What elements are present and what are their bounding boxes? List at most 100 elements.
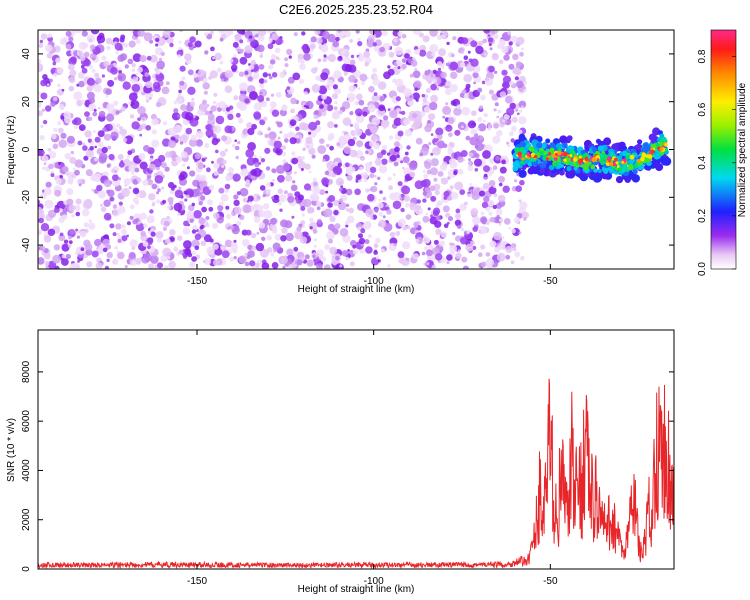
noise-speckle <box>517 112 520 116</box>
signal-trace-point <box>521 150 526 155</box>
noise-speckle <box>365 246 373 254</box>
noise-speckle <box>474 218 480 224</box>
noise-speckle <box>514 251 521 258</box>
noise-speckle <box>380 248 385 253</box>
signal-trace-point <box>660 157 670 166</box>
noise-speckle <box>309 43 316 50</box>
noise-speckle <box>488 37 494 43</box>
noise-speckle <box>115 110 120 115</box>
noise-speckle <box>233 239 237 243</box>
noise-speckle <box>281 227 288 234</box>
noise-speckle <box>88 219 93 223</box>
noise-speckle <box>205 129 214 138</box>
noise-speckle <box>439 163 448 171</box>
noise-speckle <box>115 123 121 128</box>
noise-speckle <box>445 102 449 106</box>
noise-speckle <box>184 198 188 202</box>
noise-speckle <box>378 212 384 217</box>
noise-speckle <box>81 30 88 37</box>
noise-speckle <box>187 86 196 96</box>
noise-speckle <box>219 150 226 157</box>
noise-speckle <box>213 212 220 220</box>
noise-speckle <box>488 43 492 47</box>
noise-speckle <box>194 233 202 241</box>
noise-speckle <box>52 72 58 78</box>
noise-speckle <box>297 161 307 170</box>
noise-speckle <box>235 112 241 118</box>
noise-speckle <box>149 97 152 100</box>
noise-speckle <box>228 167 235 173</box>
noise-speckle <box>147 245 151 250</box>
noise-speckle <box>365 150 369 155</box>
noise-speckle <box>131 121 140 130</box>
noise-speckle <box>45 105 52 112</box>
noise-speckle <box>501 159 506 165</box>
noise-speckle <box>392 173 396 177</box>
noise-speckle <box>38 63 44 72</box>
noise-speckle <box>262 116 268 122</box>
noise-speckle <box>520 47 524 51</box>
noise-speckle <box>492 135 501 144</box>
noise-speckle <box>212 243 219 250</box>
noise-speckle <box>416 204 421 210</box>
noise-speckle <box>182 163 186 167</box>
noise-speckle <box>175 156 183 163</box>
noise-speckle <box>290 97 297 105</box>
noise-speckle <box>181 76 186 81</box>
noise-speckle <box>198 217 206 225</box>
noise-speckle <box>469 136 479 146</box>
noise-speckle <box>156 237 162 243</box>
noise-speckle <box>217 107 222 112</box>
noise-speckle <box>89 65 93 69</box>
noise-speckle <box>342 56 351 65</box>
noise-speckle <box>179 65 186 72</box>
noise-speckle <box>515 61 522 68</box>
noise-speckle <box>479 136 483 140</box>
noise-speckle <box>131 171 135 175</box>
noise-speckle <box>359 166 364 171</box>
noise-speckle <box>257 130 263 136</box>
noise-speckle <box>107 79 115 87</box>
noise-speckle <box>213 162 220 169</box>
noise-speckle <box>85 169 93 177</box>
noise-speckle <box>255 242 265 252</box>
noise-speckle <box>446 254 453 261</box>
noise-speckle <box>430 195 437 202</box>
noise-speckle <box>247 142 256 151</box>
noise-speckle <box>463 93 469 99</box>
noise-speckle <box>98 110 106 118</box>
noise-speckle <box>519 201 528 210</box>
noise-speckle <box>118 201 123 206</box>
noise-speckle <box>98 155 107 164</box>
noise-speckle <box>389 154 397 162</box>
noise-speckle <box>114 245 118 250</box>
noise-speckle <box>268 64 274 70</box>
noise-speckle <box>429 43 439 53</box>
noise-speckle <box>191 97 195 101</box>
noise-speckle <box>179 30 184 33</box>
signal-trace-point <box>542 160 548 166</box>
noise-speckle <box>354 100 360 106</box>
noise-speckle <box>313 238 318 242</box>
noise-speckle <box>507 143 511 148</box>
noise-speckle <box>508 63 515 70</box>
noise-speckle <box>106 163 111 168</box>
noise-speckle <box>91 250 99 258</box>
noise-speckle <box>239 39 244 44</box>
noise-speckle <box>401 33 407 39</box>
noise-speckle <box>277 174 285 183</box>
noise-speckle <box>58 139 67 148</box>
noise-speckle <box>374 182 378 186</box>
noise-speckle <box>124 264 128 269</box>
noise-speckle <box>190 134 197 141</box>
noise-speckle <box>48 151 57 159</box>
noise-speckle <box>92 111 98 117</box>
signal-trace-point <box>614 157 618 162</box>
noise-speckle <box>380 119 390 128</box>
noise-speckle <box>498 182 503 187</box>
noise-speckle <box>58 161 62 165</box>
noise-speckle <box>206 167 211 173</box>
noise-speckle <box>205 110 210 116</box>
noise-speckle <box>430 83 437 91</box>
noise-speckle <box>422 35 430 43</box>
